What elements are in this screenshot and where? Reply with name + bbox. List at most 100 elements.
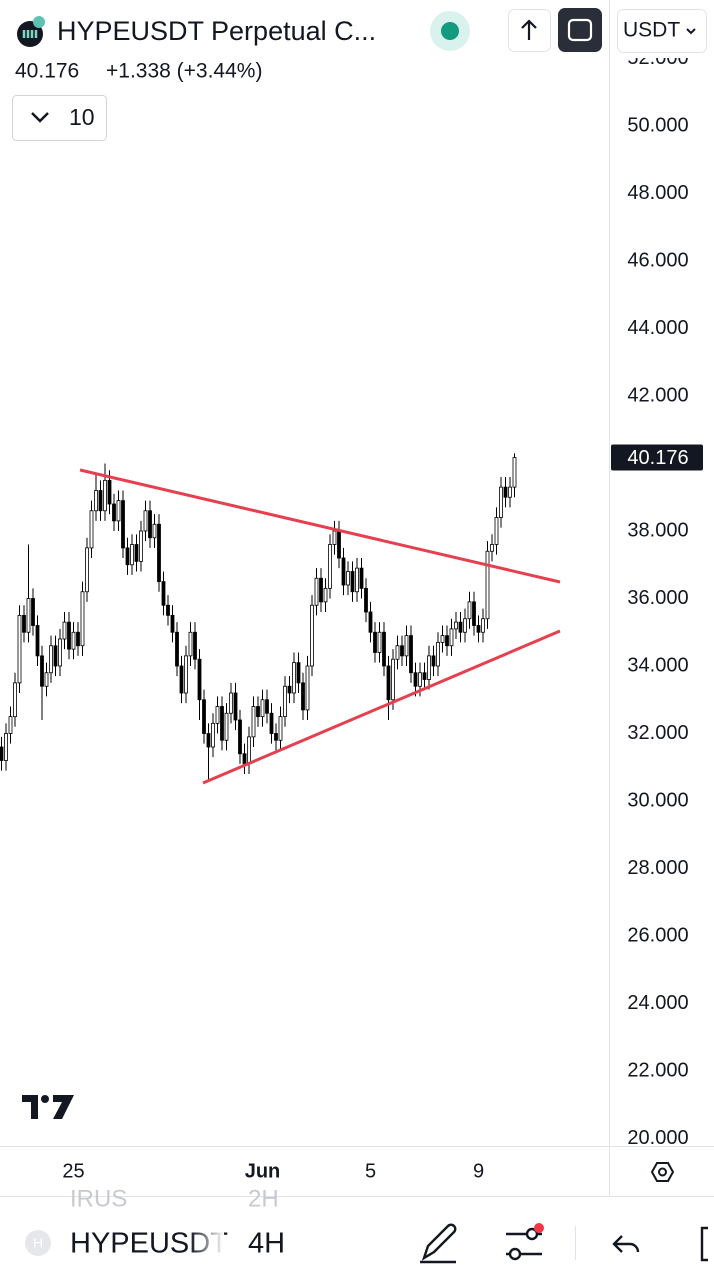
candle-body — [4, 733, 8, 761]
draw-icon[interactable] — [420, 1223, 457, 1264]
status-dot — [441, 22, 459, 40]
settings-icon[interactable] — [650, 1162, 675, 1182]
candle-body — [0, 746, 4, 761]
candle-body — [377, 631, 382, 653]
candle-body — [494, 517, 499, 545]
candle-body — [449, 628, 454, 647]
candle-body — [143, 510, 148, 532]
candle-body — [94, 490, 98, 512]
candle-body — [17, 614, 22, 684]
candle-body — [89, 510, 94, 549]
candle-body — [409, 635, 413, 674]
notification-dot — [534, 1223, 544, 1233]
candle-body — [202, 699, 206, 734]
fullscreen-button[interactable] — [558, 8, 602, 52]
candle-body — [148, 510, 152, 539]
candle-body — [229, 692, 233, 714]
candle-body — [440, 635, 445, 643]
candle-body — [427, 655, 431, 680]
candle-body — [305, 665, 310, 711]
more-icon[interactable] — [700, 1226, 708, 1262]
interval-selected[interactable]: 4H — [248, 1228, 285, 1260]
candle-body — [242, 753, 247, 765]
candle-body — [233, 692, 238, 721]
candle-body — [251, 706, 256, 738]
candle-body — [458, 621, 463, 633]
candle-body — [76, 631, 80, 647]
candle-body — [170, 614, 175, 633]
candle-body — [283, 685, 287, 718]
y-tick-label: 26.000 — [627, 924, 688, 946]
candle-body — [400, 645, 404, 657]
candle-body — [161, 581, 166, 606]
share-icon — [521, 19, 537, 40]
candle-body — [130, 544, 134, 566]
candle-body — [472, 601, 476, 626]
y-tick-label: 44.000 — [627, 317, 688, 339]
candle-body — [44, 672, 49, 687]
candle-body — [260, 699, 265, 718]
candle-body — [197, 658, 202, 701]
indicators-icon-knob — [525, 1227, 539, 1241]
candle-body — [314, 577, 319, 606]
x-tick-label: 25 — [62, 1160, 84, 1182]
candle-body — [355, 567, 359, 593]
symbol-option[interactable]: IRUS — [70, 1185, 127, 1212]
candle-body — [224, 712, 229, 741]
candle-body — [157, 523, 161, 583]
candle-body — [238, 719, 242, 755]
y-tick-label: 34.000 — [627, 654, 688, 676]
candle-body — [503, 486, 508, 498]
y-tick-label: 28.000 — [627, 857, 688, 879]
candle-body — [193, 631, 197, 660]
candle-body — [152, 523, 157, 539]
y-tick-label: 38.000 — [627, 519, 688, 541]
candle-body — [481, 618, 485, 633]
candle-body — [418, 672, 422, 687]
interval-option[interactable]: 2H — [248, 1185, 279, 1212]
y-tick-label: 24.000 — [627, 992, 688, 1014]
candle-body — [179, 665, 184, 694]
candle-body — [350, 571, 355, 593]
candle-body — [508, 486, 512, 498]
last-price-label: 40.176 — [627, 447, 688, 469]
undo-icon[interactable] — [612, 1235, 640, 1253]
candle-body — [391, 658, 395, 701]
symbol-logo-badge — [33, 16, 45, 28]
candle-body — [328, 544, 332, 589]
indicator-button[interactable] — [12, 95, 107, 141]
indicator-count: 10 — [69, 104, 95, 130]
y-tick-label: 20.000 — [627, 1127, 688, 1149]
candle-body — [445, 635, 449, 647]
candle-body — [112, 503, 116, 522]
candle-body — [175, 631, 179, 667]
candle-body — [107, 479, 112, 505]
fullscreen-icon — [567, 18, 593, 42]
candle-body — [341, 557, 346, 586]
symbol-icon-letter: H — [33, 1235, 43, 1251]
candle-body — [22, 614, 26, 633]
y-tick-label: 36.000 — [627, 587, 688, 609]
y-tick-label: 32.000 — [627, 722, 688, 744]
y-tick-label: 46.000 — [627, 249, 688, 271]
candle-body — [35, 625, 40, 657]
symbol-title[interactable]: HYPEUSDT Perpetual C... — [57, 16, 376, 46]
candle-body — [247, 736, 251, 765]
y-tick-label: 22.000 — [627, 1059, 688, 1081]
candle-body — [188, 631, 193, 657]
candle-body — [512, 457, 517, 488]
candle-body — [476, 625, 481, 633]
candle-body — [346, 571, 350, 586]
candle-body — [413, 672, 418, 687]
candle-body — [287, 685, 292, 694]
candle-body — [319, 577, 323, 603]
symbol-logo — [17, 21, 43, 47]
candle-body — [220, 706, 224, 741]
candle-body — [13, 682, 17, 718]
x-tick-label: 5 — [365, 1160, 376, 1182]
candle-body — [40, 655, 44, 687]
currency-button[interactable] — [617, 9, 707, 53]
candle-body — [8, 716, 13, 734]
